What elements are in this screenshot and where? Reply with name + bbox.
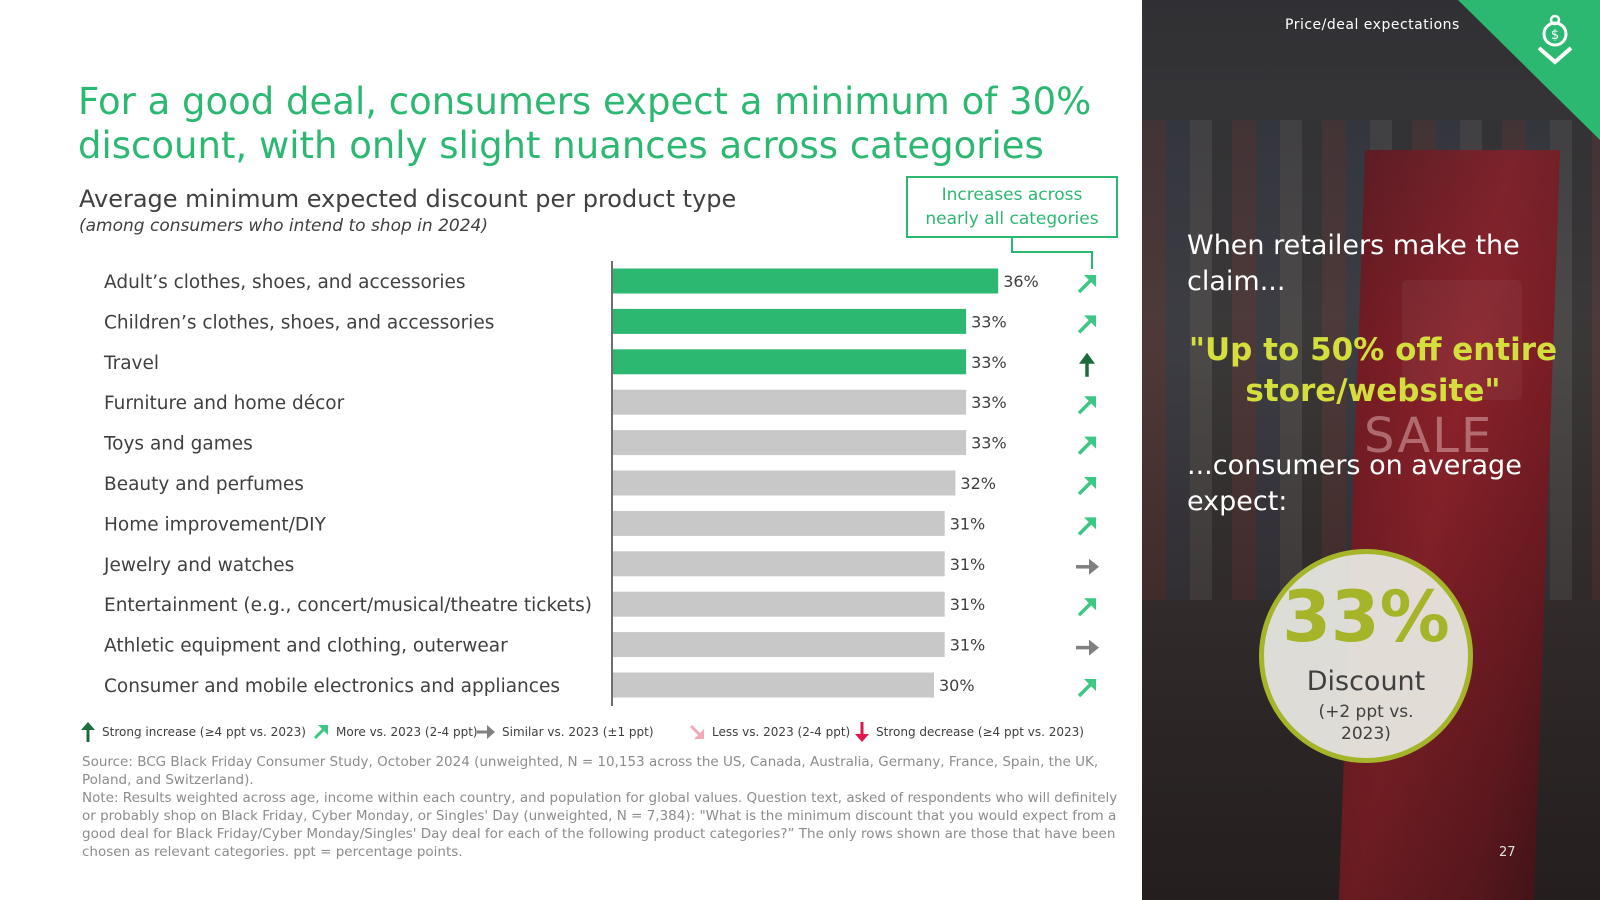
claim-quote: "Up to 50% off entire store/website"	[1188, 332, 1558, 409]
trend-strong_increase-icon	[1079, 352, 1095, 377]
category-label: Children’s clothes, shoes, and accessori…	[104, 312, 494, 333]
section-tag: Price/deal expectations	[1285, 17, 1460, 33]
page-number: 27	[1499, 845, 1516, 860]
trend-more-icon	[1077, 396, 1096, 415]
expectation-text: ...consumers on average expect:	[1187, 450, 1522, 517]
legend-strong-decrease: Strong decrease (≥4 ppt vs. 2023)	[854, 720, 1084, 744]
main-panel: For a good deal, consumers expect a mini…	[78, 80, 1140, 861]
legend: Strong increase (≥4 ppt vs. 2023) More v…	[80, 720, 1140, 744]
svg-text:$: $	[1551, 28, 1559, 43]
badge-value: 33%	[1282, 576, 1450, 658]
value-label: 33%	[971, 434, 1007, 453]
trend-more-icon	[1077, 436, 1096, 455]
bar	[613, 389, 967, 415]
category-label: Entertainment (e.g., concert/musical/the…	[104, 595, 592, 616]
value-label: 30%	[939, 676, 975, 695]
legend-label: Strong increase (≥4 ppt vs. 2023)	[102, 725, 306, 739]
right-arrow-icon	[477, 725, 495, 739]
bar	[613, 268, 999, 294]
callout-connector	[1091, 251, 1093, 269]
chart-subnote: (among consumers who intend to shop in 2…	[79, 216, 488, 236]
bar	[613, 470, 956, 496]
chart-subtitle: Average minimum expected discount per pr…	[79, 185, 737, 213]
down-right-arrow-icon	[689, 724, 704, 739]
callout-box: Increases across nearly all categories	[906, 176, 1118, 238]
up-right-arrow-icon	[313, 725, 328, 740]
source-notes: Source: BCG Black Friday Consumer Study,…	[82, 753, 1132, 861]
legend-label: More vs. 2023 (2-4 ppt)	[336, 725, 478, 739]
callout-text-line2: nearly all categories	[925, 209, 1099, 229]
note-text: Note: Results weighted across age, incom…	[82, 790, 1118, 860]
trend-similar-icon	[1076, 639, 1099, 656]
value-label: 31%	[950, 514, 986, 533]
category-label: Travel	[103, 353, 159, 374]
value-label: 31%	[950, 555, 986, 574]
trend-more-icon	[1077, 679, 1096, 698]
value-label: 33%	[971, 393, 1007, 412]
value-label: 36%	[1003, 272, 1039, 291]
bar	[613, 551, 945, 577]
trend-more-icon	[1077, 275, 1096, 294]
trend-more-icon	[1077, 598, 1096, 617]
strong-decrease-arrow-icon	[855, 722, 869, 742]
page-title: For a good deal, consumers expect a mini…	[78, 80, 1092, 167]
badge-note: (+2 ppt vs. 2023)	[1318, 702, 1414, 744]
callout-text-line1: Increases across	[941, 185, 1083, 205]
value-label: 33%	[971, 312, 1007, 331]
legend-label: Strong decrease (≥4 ppt vs. 2023)	[876, 725, 1084, 739]
badge-label: Discount	[1306, 666, 1426, 697]
source-text: Source: BCG Black Friday Consumer Study,…	[82, 754, 1099, 788]
value-label: 33%	[971, 353, 1007, 372]
callout-connector	[1011, 251, 1093, 253]
bar	[613, 349, 967, 375]
legend-strong-increase: Strong increase (≥4 ppt vs. 2023)	[80, 720, 306, 744]
bar	[613, 591, 945, 617]
category-label: Furniture and home décor	[104, 393, 345, 414]
bar	[613, 308, 967, 334]
legend-similar: Similar vs. 2023 (±1 ppt)	[476, 720, 654, 744]
bar	[613, 430, 967, 456]
trend-more-icon	[1077, 477, 1096, 496]
bar	[613, 510, 945, 536]
category-label: Athletic equipment and clothing, outerwe…	[104, 636, 508, 657]
value-label: 31%	[950, 636, 986, 655]
category-label: Jewelry and watches	[103, 555, 294, 576]
bar	[613, 632, 945, 658]
bar	[613, 672, 934, 698]
value-label: 31%	[950, 595, 986, 614]
category-label: Toys and games	[103, 434, 253, 455]
category-label: Home improvement/DIY	[104, 514, 327, 535]
trend-similar-icon	[1076, 558, 1099, 575]
category-label: Adult’s clothes, shoes, and accessories	[104, 272, 466, 293]
legend-more: More vs. 2023 (2-4 ppt)	[312, 720, 478, 744]
bar-chart: Adult’s clothes, shoes, and accessories 3…	[103, 261, 1099, 706]
claim-text: When retailers make the claim...	[1187, 230, 1520, 297]
value-label: 32%	[960, 474, 996, 493]
legend-less: Less vs. 2023 (2-4 ppt)	[688, 720, 850, 744]
category-label: Beauty and perfumes	[104, 474, 304, 495]
trend-more-icon	[1077, 517, 1096, 536]
sale-sign-text: SALE	[1364, 408, 1494, 464]
strong-increase-arrow-icon	[81, 722, 95, 742]
discount-badge: 33% Discount (+2 ppt vs. 2023)	[1259, 549, 1473, 763]
callout-connector	[1011, 238, 1013, 253]
legend-label: Similar vs. 2023 (±1 ppt)	[502, 725, 654, 739]
trend-more-icon	[1077, 315, 1096, 334]
price-tag-icon: $	[1458, 0, 1600, 140]
category-label: Consumer and mobile electronics and appl…	[104, 676, 560, 697]
legend-label: Less vs. 2023 (2-4 ppt)	[712, 725, 851, 739]
